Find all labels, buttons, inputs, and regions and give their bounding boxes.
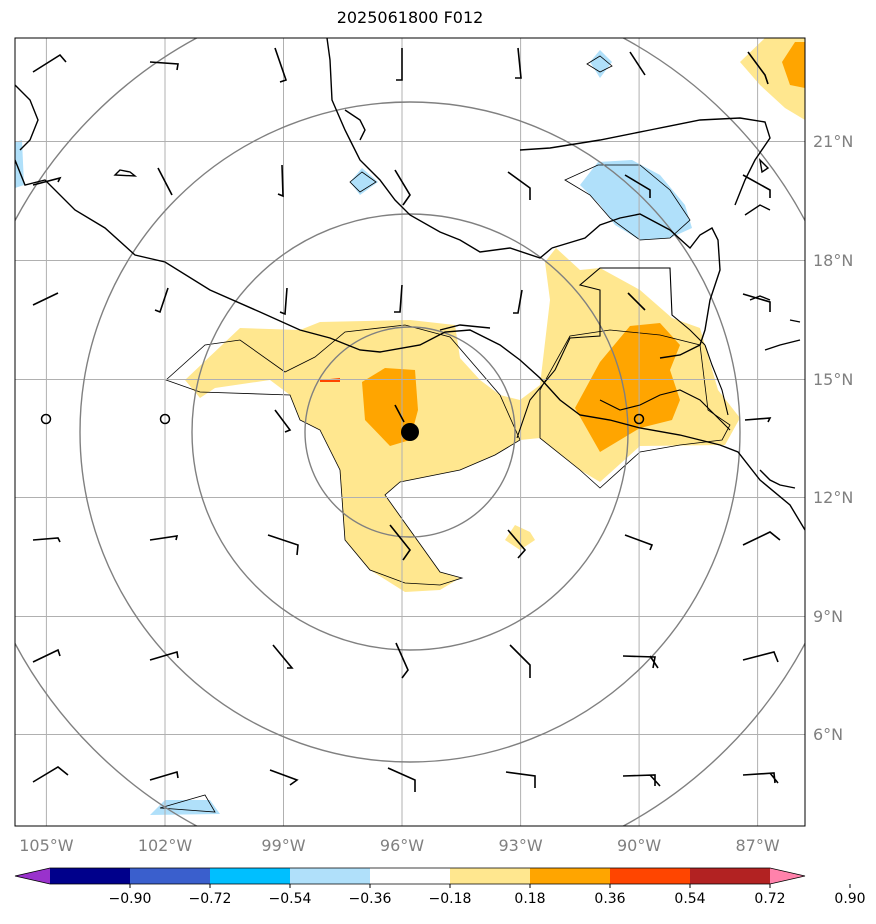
contour-lines (159, 55, 731, 813)
range-rings (15, 38, 805, 826)
lon-tick-label: 102°W (138, 836, 193, 855)
lon-tick-label: 99°W (261, 836, 305, 855)
calm-wind-markers (40, 413, 645, 425)
colorbar-swatch (290, 868, 371, 884)
lon-tick-label: 93°W (499, 836, 543, 855)
colorbar-tick-label: 0.72 (754, 891, 785, 907)
colorbar-swatch (210, 868, 291, 884)
colorbar-swatch (130, 868, 211, 884)
colorbar-tick-label: −0.36 (349, 891, 392, 907)
lat-tick-labels: 21°N 18°N 15°N 12°N 9°N 6°N (813, 132, 853, 744)
colorbar-tick-label: 0.36 (594, 891, 625, 907)
wind-barbs (32, 47, 781, 792)
colorbar-swatch (530, 868, 611, 884)
lat-gridlines (15, 141, 805, 735)
lon-tick-label: 87°W (736, 836, 780, 855)
shaded-field-positive (185, 38, 805, 592)
lat-tick-label: 21°N (813, 132, 853, 151)
storm-center-marker (401, 423, 419, 441)
colorbar-tick-label: 0.18 (514, 891, 545, 907)
lon-tick-label: 96°W (380, 836, 424, 855)
colorbar-swatch (370, 868, 451, 884)
colorbar-swatch (690, 868, 771, 884)
country-borders (516, 267, 731, 439)
colorbar-extend-low (15, 868, 50, 884)
lon-tick-label: 90°W (617, 836, 661, 855)
map-frame (14, 37, 806, 827)
lon-gridlines (45, 38, 759, 826)
lat-tick-label: 15°N (813, 370, 853, 389)
colorbar-tick-label: −0.18 (429, 891, 472, 907)
colorbar-tick-label: 0.54 (674, 891, 705, 907)
colorbar-tick-label: −0.54 (269, 891, 312, 907)
colorbar-swatch (50, 868, 131, 884)
colorbar-tick-label: 0.90 (834, 891, 865, 907)
lat-tick-label: 12°N (813, 488, 853, 507)
lat-tick-label: 18°N (813, 251, 853, 270)
lat-tick-label: 9°N (813, 607, 843, 626)
lon-tick-label: 105°W (19, 836, 74, 855)
colorbar-swatch (450, 868, 531, 884)
colorbar-outline (14, 867, 806, 885)
coastlines (15, 38, 805, 531)
colorbar-tick-label: −0.90 (109, 891, 152, 907)
lon-tick-labels: 105°W 102°W 99°W 96°W 93°W 90°W 87°W (19, 836, 780, 855)
map-title: 2025061800 F012 (336, 8, 484, 27)
colorbar-tick-label: −0.72 (189, 891, 232, 907)
lat-tick-label: 6°N (813, 725, 843, 744)
colorbar-swatch (610, 868, 691, 884)
colorbar: −0.90 −0.72 −0.54 −0.36 −0.18 0.18 0.36 0.54 0.7… (14, 867, 866, 907)
colorbar-extend-high (770, 868, 805, 884)
shaded-field-negative (15, 50, 692, 815)
